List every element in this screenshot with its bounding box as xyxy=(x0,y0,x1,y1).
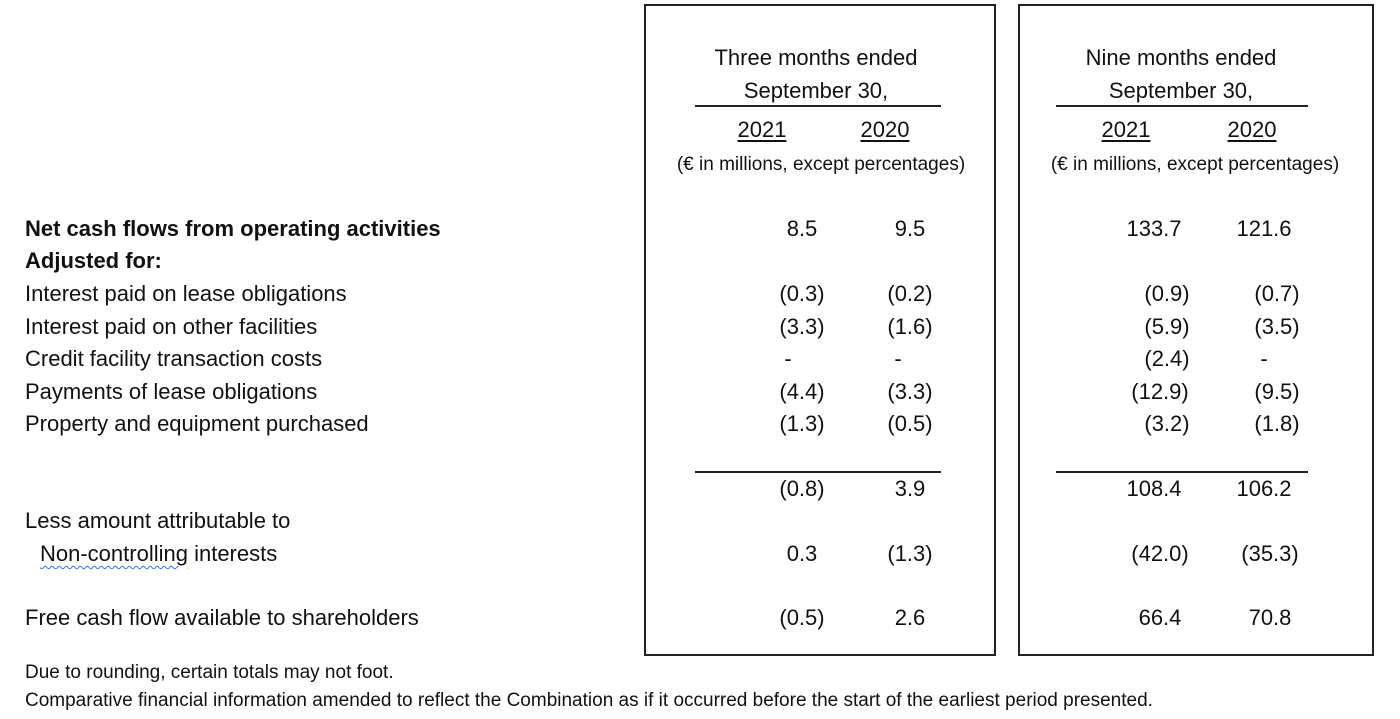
cell-value: (1.3) xyxy=(779,411,825,436)
cell-value: 0.3 xyxy=(786,541,818,566)
cell-value: (1.6) xyxy=(887,314,933,339)
cell-value: - xyxy=(894,346,902,371)
cell-value: (35.3) xyxy=(1241,541,1299,566)
cell-value: (0.2) xyxy=(887,281,933,306)
three-months-title: Three months ended xyxy=(714,45,918,70)
cell-value: (0.9) xyxy=(1144,281,1190,306)
row-label-net-cash-flows: Net cash flows from operating activities xyxy=(25,216,441,241)
three-months-subtotal-rule xyxy=(695,471,941,473)
cell-value: - xyxy=(784,346,792,371)
row-label-adjusted-for: Adjusted for: xyxy=(25,248,162,273)
footnote-comparative: Comparative financial information amende… xyxy=(25,690,1153,711)
cell-value: 133.7 xyxy=(1126,216,1182,241)
non-controlling-text: Non-controlling xyxy=(40,541,188,566)
cell-value: (4.4) xyxy=(779,379,825,404)
footnote-rounding: Due to rounding, certain totals may not … xyxy=(25,662,394,683)
nine-months-date: September 30, xyxy=(1108,78,1254,103)
cell-value: 8.5 xyxy=(786,216,818,241)
nine-months-units: (€ in millions, except percentages) xyxy=(1050,154,1340,175)
cell-value: (9.5) xyxy=(1254,379,1300,404)
row-label-non-controlling: Non-controlling interests xyxy=(40,541,277,567)
cell-value: (2.4) xyxy=(1144,346,1190,371)
cell-value: (1.3) xyxy=(887,541,933,566)
three-months-box xyxy=(644,4,996,656)
subtotal-value: 106.2 xyxy=(1236,476,1292,501)
row-label-credit-facility: Credit facility transaction costs xyxy=(25,346,323,371)
interests-text: interests xyxy=(187,541,278,566)
subtotal-value: (0.8) xyxy=(779,476,825,501)
nine-months-box xyxy=(1018,4,1374,656)
subtotal-value: 108.4 xyxy=(1126,476,1182,501)
nine-months-year-2020: 2020 xyxy=(1227,117,1277,142)
row-label-free-cash-flow: Free cash flow available to shareholders xyxy=(25,605,419,630)
nine-months-header-rule xyxy=(1056,105,1308,107)
row-label-lease-payments: Payments of lease obligations xyxy=(25,379,318,404)
cell-value: (0.5) xyxy=(887,411,933,436)
three-months-header-rule xyxy=(695,105,941,107)
cell-value: (3.3) xyxy=(887,379,933,404)
cell-value: (12.9) xyxy=(1131,379,1189,404)
cell-value: 70.8 xyxy=(1248,605,1292,630)
cell-value: (3.3) xyxy=(779,314,825,339)
three-months-year-2021: 2021 xyxy=(737,117,787,142)
nine-months-title: Nine months ended xyxy=(1085,45,1277,70)
cell-value: (5.9) xyxy=(1144,314,1190,339)
cell-value: (42.0) xyxy=(1131,541,1189,566)
three-months-year-2020: 2020 xyxy=(860,117,910,142)
cell-value: (0.7) xyxy=(1254,281,1300,306)
cell-value: (1.8) xyxy=(1254,411,1300,436)
cell-value: - xyxy=(1260,346,1268,371)
cell-value: (0.5) xyxy=(779,605,825,630)
row-label-less-amount: Less amount attributable to xyxy=(25,508,291,533)
cell-value: 9.5 xyxy=(894,216,926,241)
three-months-date: September 30, xyxy=(743,78,889,103)
cell-value: 66.4 xyxy=(1138,605,1182,630)
cell-value: 121.6 xyxy=(1236,216,1292,241)
cell-value: (3.2) xyxy=(1144,411,1190,436)
row-label-interest-other: Interest paid on other facilities xyxy=(25,314,318,339)
subtotal-value: 3.9 xyxy=(894,476,926,501)
cell-value: (0.3) xyxy=(779,281,825,306)
row-label-interest-lease: Interest paid on lease obligations xyxy=(25,281,347,306)
cell-value: (3.5) xyxy=(1254,314,1300,339)
row-label-property-equipment: Property and equipment purchased xyxy=(25,411,369,436)
nine-months-year-2021: 2021 xyxy=(1101,117,1151,142)
cell-value: 2.6 xyxy=(894,605,926,630)
nine-months-subtotal-rule xyxy=(1056,471,1308,473)
three-months-units: (€ in millions, except percentages) xyxy=(676,154,966,175)
